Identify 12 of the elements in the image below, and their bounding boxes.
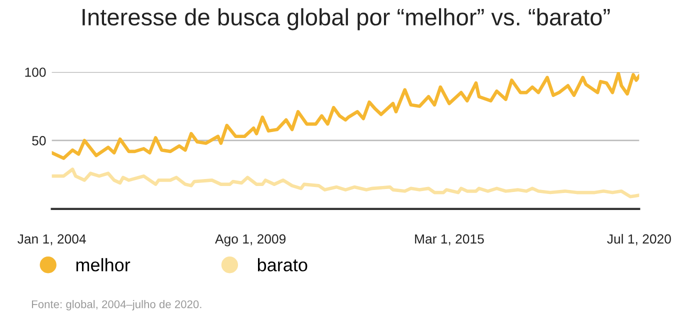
line-series xyxy=(52,168,640,198)
y-tick-label: 100 xyxy=(25,68,46,77)
chart-title: Interesse de busca global por “melhor” vs. “barato” xyxy=(82,8,610,30)
y-tick-label: 50 xyxy=(32,136,46,146)
line-series xyxy=(52,72,640,160)
x-tick-label: Jul 1, 2020 xyxy=(607,234,671,246)
source-note: Fonte: global, 2004–julho de 2020. xyxy=(32,300,202,310)
x-tick-label: Mar 1, 2015 xyxy=(415,234,484,246)
legend-label: barato xyxy=(258,258,308,272)
legend-label: melhor xyxy=(76,258,130,272)
x-tick-label: Ago 1, 2009 xyxy=(215,234,286,246)
x-tick-label: Jan 1, 2004 xyxy=(18,234,86,246)
